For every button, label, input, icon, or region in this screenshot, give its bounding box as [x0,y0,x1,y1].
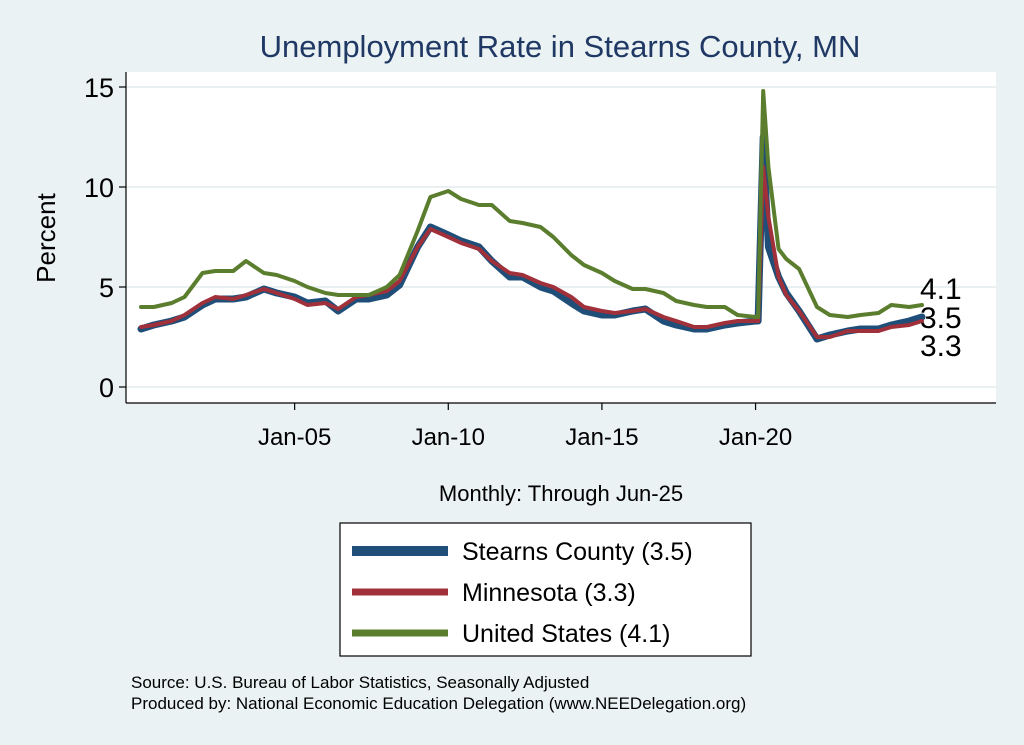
y-tick-label: 5 [99,273,114,303]
x-tick-label: Jan-05 [258,424,331,451]
legend-entries: Stearns County (3.5) Minnesota (3.3) Unite… [352,538,693,648]
end-value-label: 4.1 [920,273,962,306]
end-value-label: 3.5 [920,302,962,335]
x-axis-label: Monthly: Through Jun-25 [439,481,683,506]
legend: Stearns County (3.5) Minnesota (3.3) Unite… [339,522,752,657]
series-line [139,165,924,339]
x-tick-label: Jan-20 [719,424,792,451]
source-note: Source: U.S. Bureau of Labor Statistics,… [131,673,589,692]
x-axis-ticks: Jan-05 Jan-10 Jan-15 Jan-20 [258,403,792,451]
end-value-label: 3.3 [920,330,962,363]
y-tick-label: 15 [84,73,114,103]
series-lines [137,89,926,343]
series-line [139,89,924,319]
legend-label: United States (4.1) [462,620,670,648]
end-value-labels: 3.53.3 4.1 [920,273,962,363]
x-tick-label: Jan-10 [412,424,485,451]
y-axis-label: Percent [31,192,61,282]
gridlines [126,86,996,388]
legend-label: Minnesota (3.3) [462,579,636,607]
chart-title: Unemployment Rate in Stearns County, MN [260,29,861,64]
x-tick-label: Jan-15 [565,424,638,451]
legend-label: Stearns County (3.5) [462,538,693,566]
plot-area [126,72,996,403]
y-tick-label: 10 [84,173,114,203]
y-tick-label: 0 [99,373,114,403]
producer-note: Produced by: National Economic Education… [131,694,746,713]
y-axis-ticks: 0 5 10 15 [84,73,126,403]
